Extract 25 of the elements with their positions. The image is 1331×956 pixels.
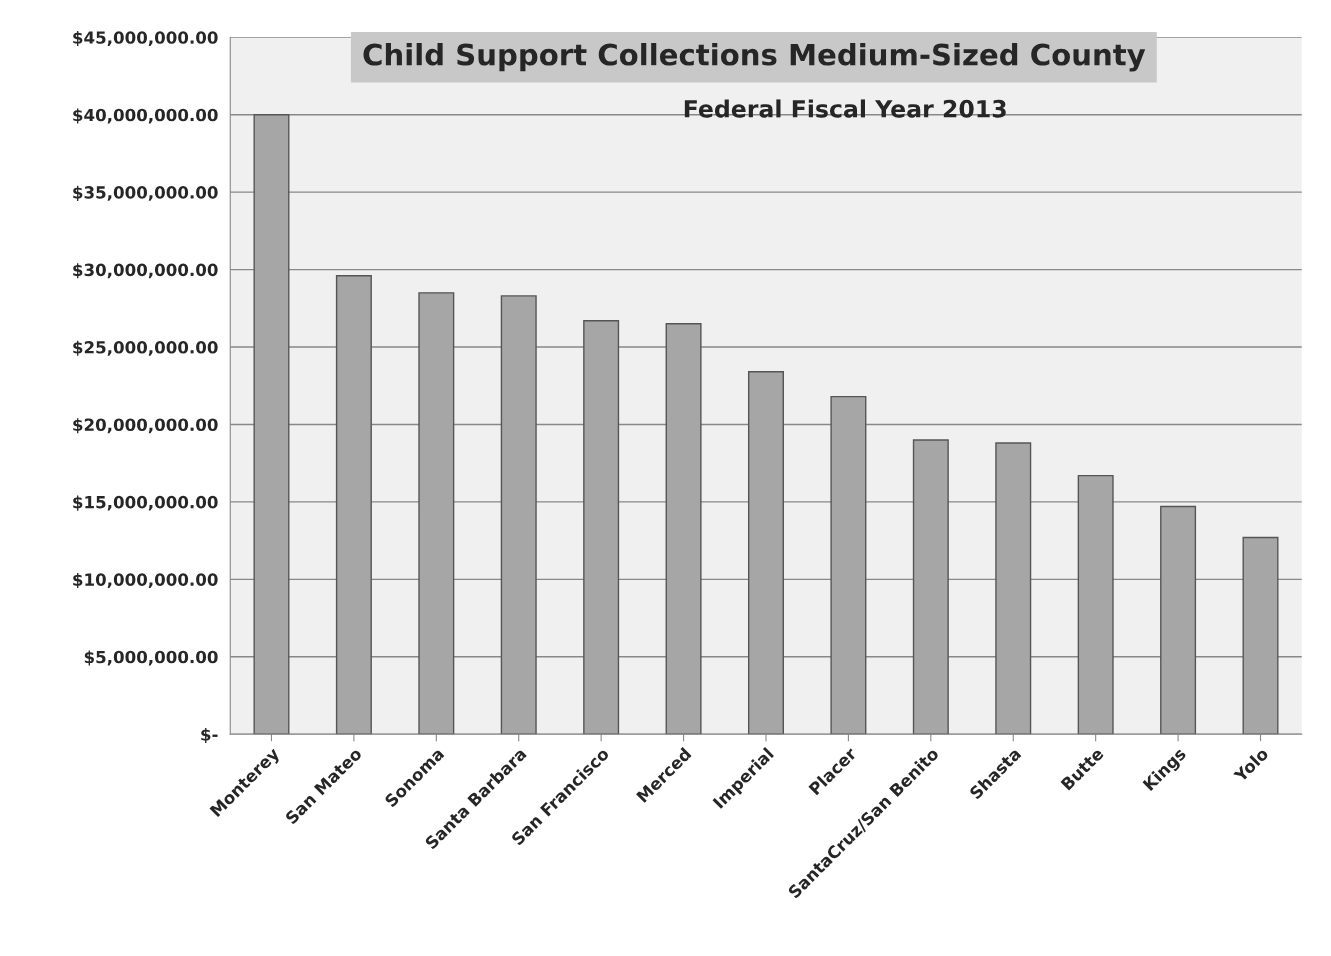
bar: [912, 439, 949, 735]
y-tick-label: $-: [201, 727, 218, 743]
y-tick-label: $30,000,000.00: [73, 263, 218, 279]
bar: [500, 295, 537, 735]
y-tick-label: $25,000,000.00: [73, 340, 218, 356]
bar: [1160, 505, 1197, 735]
bar: [665, 323, 702, 735]
bar: [418, 292, 455, 735]
bar: [335, 275, 372, 735]
bar: [1242, 536, 1279, 735]
bar: [583, 320, 620, 735]
chart-title: Child Support Collections Medium-Sized County: [363, 43, 1146, 72]
y-tick-label: $10,000,000.00: [73, 573, 218, 589]
y-tick-label: $20,000,000.00: [73, 418, 218, 434]
y-tick-label: $45,000,000.00: [73, 30, 218, 47]
bar: [1077, 474, 1114, 735]
y-tick-label: $15,000,000.00: [73, 495, 218, 511]
y-tick-label: $35,000,000.00: [73, 185, 218, 201]
bar: [747, 371, 784, 735]
bar: [995, 442, 1032, 735]
bar: [253, 114, 290, 735]
y-tick-label: $5,000,000.00: [84, 650, 218, 666]
text: Federal Fiscal Year 2013: [684, 99, 1006, 118]
bar: [830, 395, 867, 735]
y-tick-label: $40,000,000.00: [73, 108, 218, 124]
